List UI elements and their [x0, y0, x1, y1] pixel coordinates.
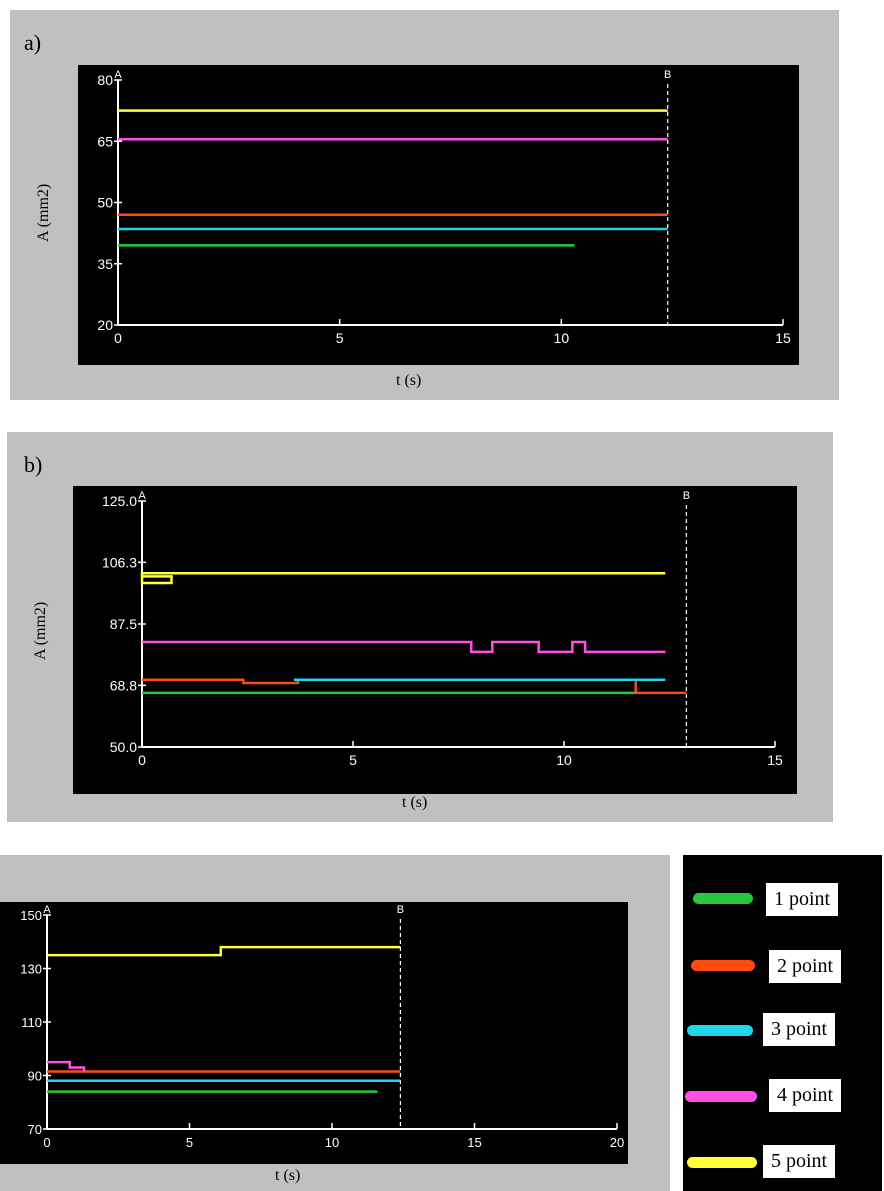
y-tick-label: 87.5	[110, 616, 137, 632]
x-tick-label: 20	[610, 1135, 624, 1150]
y-tick-label: 50	[97, 195, 113, 211]
legend-label-3: 3 point	[763, 1013, 836, 1046]
legend-item-1: 1 point	[683, 881, 882, 921]
x-tick-label: 10	[554, 330, 570, 346]
y-tick-label: 130	[20, 962, 42, 977]
x-tick-label: 0	[114, 330, 122, 346]
y-tick-label: 70	[28, 1122, 42, 1137]
legend-swatch-5	[687, 1157, 757, 1168]
y-tick-label: 106.3	[102, 554, 137, 570]
legend-label-5: 5 point	[763, 1145, 836, 1178]
x-tick-label: 0	[43, 1135, 50, 1150]
y-axis-title-b: A (mm2)	[32, 601, 49, 660]
y-tick-label: 50.0	[110, 739, 137, 755]
y-tick-label: 110	[21, 1015, 42, 1030]
marker-label-b: B	[397, 904, 404, 916]
x-tick-label: 15	[767, 752, 783, 768]
y-tick-label: 35	[97, 256, 113, 272]
x-tick-label: 0	[138, 752, 146, 768]
chart-panel-b: b) 0 5 10 15 50.0 68.8 87.5 106.3 125.0 A B t (s) …	[7, 432, 833, 822]
y-tick-label: 20	[97, 317, 113, 333]
x-tick-label: 5	[186, 1135, 193, 1150]
x-tick-label: 15	[467, 1135, 481, 1150]
panel-label-b: b)	[24, 452, 43, 477]
x-tick-label: 10	[325, 1135, 339, 1150]
marker-label-a: A	[114, 69, 122, 81]
y-tick-label: 125.0	[102, 493, 137, 509]
legend-swatch-4	[685, 1091, 757, 1102]
legend-label-1: 1 point	[766, 883, 839, 916]
legend: 1 point 2 point 3 point 4 point 5 point	[683, 855, 882, 1191]
plot-area-b: 0 5 10 15 50.0 68.8 87.5 106.3 125.0 A B	[73, 486, 797, 794]
y-tick-label: 68.8	[110, 677, 137, 693]
legend-label-2: 2 point	[769, 950, 842, 983]
series-line-4-point	[47, 1060, 86, 1072]
x-tick-label: 5	[349, 752, 357, 768]
x-axis-title-a: t (s)	[396, 372, 422, 389]
y-tick-label: 65	[97, 133, 113, 149]
x-tick-label: 10	[556, 752, 572, 768]
marker-label-a: A	[138, 490, 146, 502]
legend-item-2: 2 point	[683, 948, 882, 988]
legend-item-5: 5 point	[683, 1143, 882, 1183]
panel-label-a: a)	[24, 30, 42, 55]
series-line-2-point	[142, 678, 687, 695]
series-line-4-point	[142, 640, 666, 654]
plot-background	[0, 902, 628, 1164]
plot-area-a: 0 5 10 15 20 35 50 65 80 A B	[78, 65, 799, 365]
series-line-5-point	[47, 945, 401, 957]
plot-area-c: 0 5 10 15 20 70 90 110 130 150 A B	[0, 902, 628, 1164]
plot-background	[73, 486, 797, 794]
x-tick-label: 15	[775, 330, 791, 346]
legend-item-4: 4 point	[683, 1077, 882, 1117]
legend-swatch-1	[693, 893, 753, 904]
x-axis-title-b: t (s)	[402, 794, 428, 811]
y-axis-title-a: A (mm2)	[35, 183, 52, 242]
marker-label-b: B	[683, 490, 690, 502]
y-tick-label: 90	[28, 1069, 42, 1084]
y-tick-label: 80	[97, 72, 113, 88]
legend-swatch-3	[687, 1025, 753, 1036]
legend-item-3: 3 point	[683, 1011, 882, 1051]
legend-label-4: 4 point	[769, 1079, 842, 1112]
series-line-5-point	[140, 571, 666, 585]
y-tick-label: 150	[20, 908, 42, 923]
x-tick-label: 5	[336, 330, 344, 346]
x-axis-title-c: t (s)	[275, 1167, 301, 1184]
chart-panel-a: a) 0 5 10 15 20 35 50 65 80 A B t (s) A (mm2)	[10, 10, 839, 400]
marker-label-a: A	[43, 904, 51, 916]
legend-swatch-2	[691, 960, 755, 971]
marker-label-b: B	[664, 69, 671, 81]
chart-panel-c: 0 5 10 15 20 70 90 110 130 150 A B t (s)	[0, 855, 670, 1191]
